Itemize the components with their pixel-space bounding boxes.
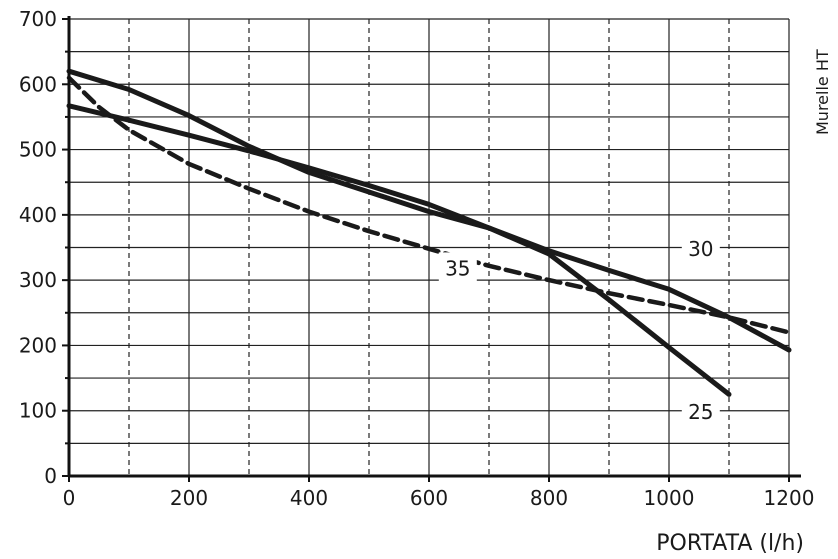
series-label-35: 35 [445, 256, 470, 280]
y-tick-label-100: 100 [19, 399, 57, 423]
y-tick-label-600: 600 [19, 72, 57, 96]
series-label-25: 25 [688, 400, 713, 424]
y-tick-label-700: 700 [19, 7, 57, 31]
series-label-bg-35 [438, 252, 477, 283]
series-line-30 [66, 103, 792, 353]
side-label: Murelle HT [813, 49, 832, 135]
y-tick-label-200: 200 [19, 333, 57, 357]
y-tick-label-500: 500 [19, 138, 57, 162]
y-tick-label-400: 400 [19, 203, 57, 227]
x-tick-label-600: 600 [410, 486, 448, 510]
x-tick-label-1000: 1000 [644, 486, 695, 510]
series-line-35 [66, 75, 792, 335]
series-label-bg-25 [681, 396, 720, 427]
series-line-25 [66, 68, 732, 397]
y-tick-label-0: 0 [44, 464, 57, 488]
x-tick-label-400: 400 [290, 486, 328, 510]
x-tick-label-200: 200 [170, 486, 208, 510]
x-axis-title: PORTATA (l/h) [656, 531, 804, 556]
x-tick-label-1200: 1200 [764, 486, 815, 510]
series-label-bg-30 [681, 232, 720, 263]
axes: 0 100 200 300 400 500 600 700 0 200 400 600 800 1000 1… [19, 7, 815, 510]
x-tick-label-0: 0 [63, 486, 76, 510]
series-lines [66, 68, 792, 397]
y-tick-label-300: 300 [19, 268, 57, 292]
series-label-30: 30 [688, 237, 713, 261]
grid [69, 18, 790, 476]
x-tick-label-800: 800 [530, 486, 568, 510]
labels: 25 30 35 [438, 232, 720, 427]
